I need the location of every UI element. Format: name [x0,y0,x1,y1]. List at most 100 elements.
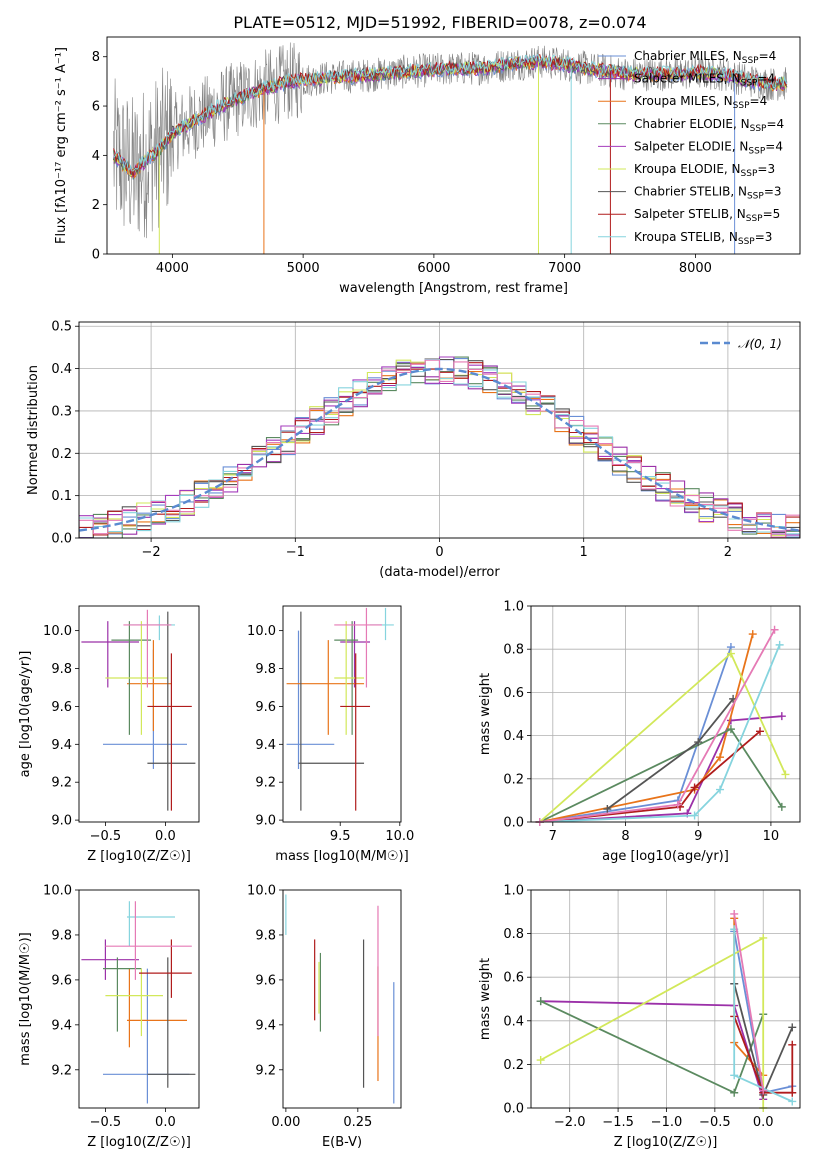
x-axis-label: age [log10(age/yr)] [602,849,729,864]
y-axis-label: mass [log10(M/M☉)] [18,932,33,1065]
mass-weight-vs-metallicity-panel: −2.0 −1.5 −1.0 −0.5 0.0 0.0 0.2 0.4 0.6 0.8 1.0 Z [… [478,884,801,1150]
y-tick-label: 0.3 [51,404,72,419]
mass-weight-point [673,800,682,809]
x-tick-label: 0.0 [753,1115,774,1130]
y-tick-label: 9.6 [51,973,72,988]
x-tick-label: −0.5 [90,1115,122,1130]
x-axis-label: mass [log10(M/M☉)] [275,849,408,864]
legend-entry: Salpeter ELODIE, NSSP=4 [634,139,783,156]
x-tick-label: 8 [621,829,629,844]
y-axis-label: age [log10(age/yr)] [18,651,33,778]
mass-weight-point [716,753,725,762]
mass-weight-line [733,1016,794,1094]
y-tick-label: 10.0 [247,624,276,639]
x-tick-label: −0.5 [699,1115,731,1130]
y-tick-label: 1.0 [503,600,524,615]
y-tick-label: 0.0 [51,532,72,547]
legend-entry: Chabrier STELIB, NSSP=3 [634,185,782,202]
model-spectrum [113,53,788,172]
x-tick-label: 0.25 [343,1115,372,1130]
y-tick-label: 0.0 [503,816,524,831]
y-axis-label: mass weight [478,673,493,755]
y-tick-label: 9.0 [51,814,72,829]
mass-weight-line [539,629,776,822]
y-tick-label: 0.2 [503,772,524,787]
x-tick-label: −1.5 [602,1115,634,1130]
axes-frame [78,889,200,1109]
legend-entry: Salpeter STELIB, NSSP=5 [634,207,780,224]
mass-vs-extinction-panel: 0.00 0.25 9.2 9.4 9.6 9.8 10.0 E(B-V) [247,884,402,1150]
y-tick-label: 4 [92,149,100,164]
x-axis-label: wavelength [Angstrom, rest frame] [339,281,568,296]
mass-weight-point [777,802,786,811]
y-tick-label: 9.2 [51,1063,72,1078]
x-tick-label: 0.00 [271,1115,300,1130]
mass-weight-point [536,1056,545,1065]
x-tick-label: 7000 [548,261,581,276]
x-axis-label: Z [log10(Z/Z☉)] [87,849,191,864]
mass-weight-line [539,730,761,822]
y-tick-label: 9.6 [255,973,276,988]
legend-entry: Kroupa MILES, NSSP=4 [634,94,767,111]
mass-weight-point [756,727,765,736]
y-axis-label: Normed distribution [26,365,41,495]
y-tick-label: 9.4 [255,738,276,753]
mass-weight-point [781,770,790,779]
y-tick-label: 2 [92,198,100,213]
mass-weight-line [733,913,765,1091]
y-tick-label: 1.0 [503,884,524,899]
axes-frame [530,889,801,1109]
y-axis-label: mass weight [478,958,493,1040]
x-tick-label: −1 [286,545,305,560]
axes-frame [106,36,801,255]
x-tick-label: 9 [694,829,702,844]
x-tick-label: 7 [549,829,557,844]
mass-weight-point [788,1088,797,1097]
mass-weight-point [759,1086,768,1095]
mass-weight-line [540,1000,765,1100]
mass-weight-point [730,1088,739,1097]
mass-weight-point [730,909,739,918]
y-tick-label: 9.6 [255,700,276,715]
mass-weight-point [788,1040,797,1049]
y-tick-label: 9.8 [51,928,72,943]
legend-entry: Kroupa ELODIE, NSSP=3 [634,162,775,179]
mass-weight-point [726,725,735,734]
y-tick-label: 9.8 [255,662,276,677]
legend-entry: Chabrier MILES, NSSP=4 [634,49,776,66]
y-tick-label: 10.0 [43,624,72,639]
x-tick-label: −1.0 [651,1115,683,1130]
y-tick-label: 0.6 [503,971,524,986]
mass-weight-point [603,805,612,814]
x-tick-label: 0 [435,545,443,560]
y-tick-label: 9.2 [51,776,72,791]
y-tick-label: 9.4 [51,1018,72,1033]
mass-weight-point [694,738,703,747]
y-tick-label: 9.4 [51,738,72,753]
x-tick-label: 1 [580,545,588,560]
x-tick-label: 10.0 [385,829,414,844]
y-tick-label: 0 [92,248,100,263]
x-tick-label: 0.0 [155,829,176,844]
mass-weight-point [788,1023,797,1032]
mass-weight-line [539,715,782,822]
axes-frame [530,605,801,823]
x-tick-label: −2 [142,545,161,560]
y-tick-label: 9.8 [255,928,276,943]
spectrum-panel: 4000 5000 6000 7000 8000 0 2 4 6 8 wavelength [Ang… [54,36,801,296]
x-tick-label: −0.5 [90,829,122,844]
age-vs-metallicity-panel: −0.5 0.0 9.0 9.2 9.4 9.6 9.8 10.0 Z [log10(Z/Z☉)… [18,605,200,864]
axes-frame [282,889,402,1109]
x-tick-label: 9.5 [330,829,351,844]
y-tick-label: 0.6 [503,686,524,701]
y-tick-label: 0.2 [51,447,72,462]
mass-weight-point [690,811,699,820]
mass-weight-line [539,644,781,822]
mass-weight-point [775,640,784,649]
y-tick-label: 0.8 [503,927,524,942]
y-tick-label: 10.0 [247,884,276,899]
mass-weight-point [716,785,725,794]
y-tick-label: 0.0 [503,1102,524,1117]
y-tick-label: 0.4 [503,729,524,744]
legend-entry: Kroupa STELIB, NSSP=3 [634,230,772,247]
